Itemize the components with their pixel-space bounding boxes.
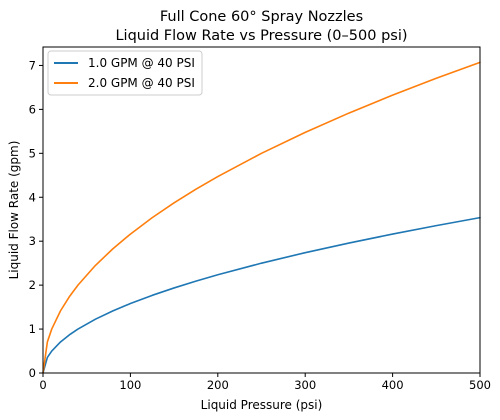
y-tick-label: 3	[29, 234, 36, 248]
series-line-1	[42, 216, 481, 374]
legend: 1.0 GPM @ 40 PSI 2.0 GPM @ 40 PSI	[47, 50, 203, 96]
y-axis-label: Liquid Flow Rate (gpm)	[7, 141, 21, 280]
x-tick-label: 200	[207, 378, 229, 392]
plot-frame	[42, 46, 481, 374]
x-tick-label: 400	[382, 378, 404, 392]
x-axis-label: Liquid Pressure (psi)	[201, 398, 323, 412]
series-line-2	[42, 61, 481, 374]
legend-label-series-1: 1.0 GPM @ 40 PSI	[88, 56, 195, 70]
legend-label-series-2: 2.0 GPM @ 40 PSI	[88, 76, 195, 90]
x-tick-label: 100	[119, 378, 141, 392]
y-tick-label: 0	[29, 366, 36, 380]
y-tick-label: 4	[29, 190, 36, 204]
legend-box	[47, 50, 203, 96]
y-tick-label: 7	[29, 58, 36, 72]
axes-layer: 0 100 200 300 400 500 0 1 2 3 4 5 6 7	[29, 46, 491, 392]
y-tick-label: 1	[29, 322, 36, 336]
x-tick-label: 0	[39, 378, 46, 392]
chart-title-line-2: Liquid Flow Rate vs Pressure (0–500 psi)	[115, 28, 407, 44]
plot-background	[43, 47, 480, 373]
y-tick-label: 5	[29, 146, 36, 160]
chart-title-line-1: Full Cone 60° Spray Nozzles	[160, 9, 363, 25]
plot-area	[43, 47, 480, 373]
y-tick-label: 2	[29, 278, 36, 292]
x-tick-label: 500	[469, 378, 491, 392]
series-layer	[42, 61, 481, 374]
y-tick-label: 6	[29, 102, 36, 116]
x-tick-label: 300	[294, 378, 316, 392]
